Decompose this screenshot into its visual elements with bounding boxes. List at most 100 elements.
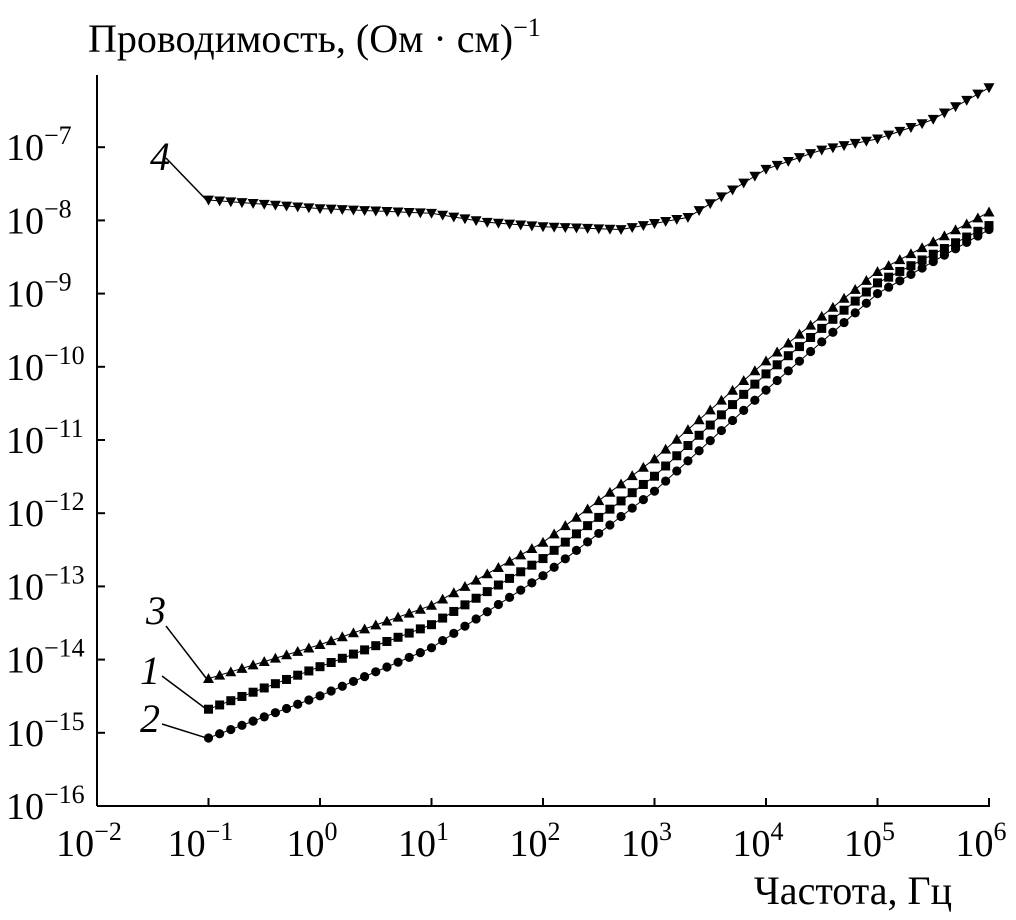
data-point	[794, 342, 804, 352]
data-point	[348, 676, 359, 687]
data-point	[638, 495, 648, 505]
data-point	[237, 691, 247, 701]
data-point	[393, 632, 403, 642]
data-point	[661, 461, 671, 471]
data-point	[225, 197, 237, 208]
data-point	[336, 631, 348, 642]
data-point	[504, 555, 516, 566]
data-point	[236, 198, 248, 209]
data-point	[236, 662, 248, 673]
data-point	[615, 225, 627, 236]
data-point	[449, 628, 459, 638]
y-tick-label: 10−8	[6, 194, 72, 242]
data-point	[225, 666, 237, 677]
data-point	[315, 691, 325, 701]
data-point	[905, 248, 917, 259]
series-line	[208, 211, 990, 680]
data-point	[715, 192, 727, 203]
curve-leader-3	[165, 625, 208, 680]
data-point	[214, 196, 226, 207]
data-point	[247, 199, 259, 209]
data-point	[760, 164, 772, 175]
x-tick-label: 100	[287, 817, 338, 865]
data-point	[828, 327, 838, 337]
data-point	[505, 573, 515, 583]
data-point	[671, 215, 683, 225]
data-point	[894, 254, 906, 265]
data-point	[559, 520, 571, 531]
data-point	[895, 266, 905, 276]
y-tick-label: 10−10	[6, 341, 85, 389]
data-point	[582, 223, 594, 234]
data-point	[739, 405, 749, 415]
data-point	[560, 554, 570, 564]
data-point	[739, 389, 749, 399]
data-point	[715, 394, 727, 405]
data-point	[214, 669, 226, 680]
data-point	[593, 224, 605, 235]
data-point	[861, 287, 871, 297]
data-point	[549, 562, 559, 572]
data-point	[782, 157, 794, 167]
data-point	[972, 89, 984, 100]
data-point	[827, 301, 839, 312]
y-tick-label: 10−16	[6, 780, 85, 828]
data-point	[403, 607, 415, 618]
data-point	[861, 298, 871, 308]
data-point	[314, 639, 326, 650]
data-point	[481, 217, 493, 228]
data-point	[482, 587, 492, 597]
data-point	[839, 317, 849, 328]
data-point	[403, 207, 415, 218]
series-3	[203, 206, 995, 684]
data-point	[605, 504, 615, 514]
data-point	[816, 310, 828, 321]
data-point	[615, 478, 627, 489]
data-point	[560, 537, 570, 547]
data-point	[325, 204, 337, 215]
data-point	[916, 242, 928, 253]
data-point	[883, 130, 895, 141]
data-point	[538, 554, 548, 564]
data-point	[492, 218, 504, 229]
data-point	[771, 346, 783, 357]
y-tick-label: 10−13	[6, 560, 85, 608]
data-point	[660, 217, 672, 227]
data-point	[927, 114, 939, 125]
y-tick-label: 10−14	[6, 634, 85, 682]
curve-labels: 12 3 4	[140, 134, 208, 741]
data-point	[928, 256, 938, 267]
data-point	[728, 400, 738, 410]
data-point	[961, 95, 973, 106]
data-point	[873, 278, 882, 288]
data-point	[760, 355, 772, 366]
data-point	[337, 681, 347, 691]
data-point	[571, 529, 581, 539]
data-point	[203, 733, 214, 743]
data-point	[849, 283, 861, 294]
data-point	[605, 520, 615, 530]
data-point	[470, 216, 482, 227]
data-point	[459, 580, 471, 591]
data-point	[650, 471, 659, 481]
data-point	[392, 207, 404, 218]
data-point	[583, 521, 593, 531]
data-point	[783, 351, 793, 361]
data-point	[493, 580, 503, 590]
data-point	[269, 652, 281, 663]
data-point	[772, 360, 782, 370]
curve-leader-4	[165, 157, 208, 201]
data-point	[626, 223, 638, 234]
data-point	[382, 636, 392, 646]
data-point	[303, 203, 315, 214]
data-point	[950, 244, 961, 254]
data-point	[883, 260, 895, 271]
data-point	[371, 641, 381, 651]
y-tick-label: 10−7	[6, 121, 72, 169]
data-point	[860, 136, 872, 147]
data-point	[293, 670, 303, 680]
data-point	[928, 249, 938, 259]
data-point	[259, 683, 269, 693]
x-tick-label: 105	[844, 817, 895, 865]
data-point	[516, 567, 526, 577]
